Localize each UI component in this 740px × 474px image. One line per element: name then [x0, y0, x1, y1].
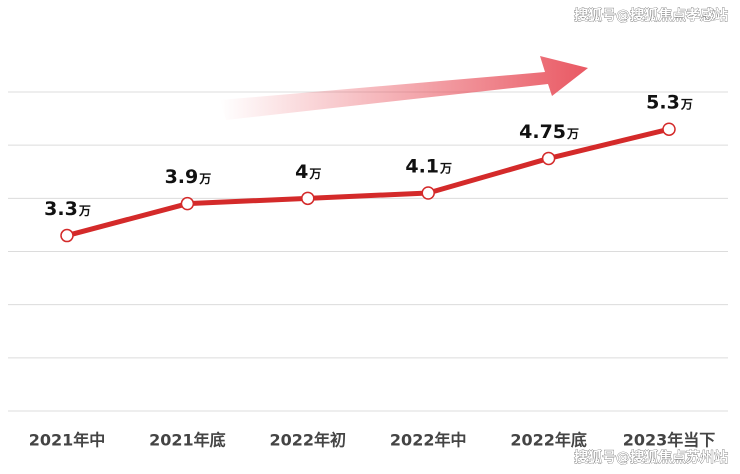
value-unit: 万 — [78, 204, 91, 218]
value-unit: 万 — [439, 162, 452, 176]
value-label: 4.75 — [519, 121, 566, 143]
x-tick-label: 2022年中 — [390, 431, 467, 450]
value-label: 3.3 — [44, 198, 78, 220]
value-unit: 万 — [308, 167, 321, 181]
value-label: 3.9 — [165, 166, 199, 188]
x-tick-label: 2022年初 — [270, 431, 347, 450]
value-unit: 万 — [680, 98, 693, 112]
value-unit: 万 — [198, 172, 211, 186]
x-tick-label: 2023年当下 — [623, 431, 716, 450]
grid — [8, 91, 728, 412]
data-line — [66, 126, 670, 238]
data-point — [541, 151, 556, 166]
data-point — [662, 122, 676, 136]
watermark: 搜狐号@搜狐焦点孝感站 — [574, 7, 728, 24]
data-point — [301, 191, 315, 206]
data-point — [421, 186, 435, 200]
watermark: 搜狐号@搜狐焦点苏州站 — [574, 449, 728, 466]
value-label: 5.3 — [646, 92, 680, 114]
data-point — [60, 228, 74, 243]
value-label: 4 — [295, 161, 308, 183]
data-point — [180, 196, 195, 211]
trend-arrow — [220, 56, 588, 120]
x-tick-label: 2021年中 — [29, 431, 106, 450]
x-tick-label: 2022年底 — [510, 431, 587, 450]
value-label: 4.1 — [405, 156, 439, 178]
value-unit: 万 — [566, 127, 579, 141]
x-tick-label: 2021年底 — [149, 431, 226, 450]
